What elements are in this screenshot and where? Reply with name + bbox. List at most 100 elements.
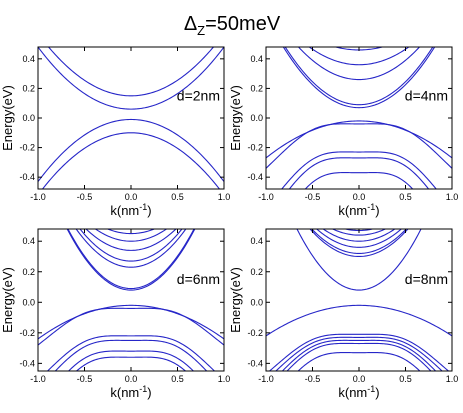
thickness-annotation: d=8nm	[405, 271, 448, 287]
valence-band-2	[41, 132, 221, 189]
x-tick-label: 1.0	[446, 374, 459, 384]
valence-band-2	[268, 333, 450, 371]
y-tick-label: 0.0	[22, 297, 35, 307]
axes-frame	[265, 228, 453, 372]
y-tick-label: 0.2	[250, 267, 263, 277]
valence-band-5	[286, 342, 432, 371]
y-tick-label: 0.0	[22, 113, 35, 123]
x-tick-label: 0.0	[353, 374, 366, 384]
conduction-band-3	[75, 229, 187, 268]
panels: -1.0 -0.5 0.0 0.5 1.0 -0.4 -0.2 0.0 0.2 0.4 k(nm-1…	[0, 46, 459, 400]
y-tick-label: 0.2	[250, 83, 263, 93]
thickness-annotation: d=6nm	[177, 271, 220, 287]
panel-2: -1.0 -0.5 0.0 0.5 1.0 -0.4 -0.2 0.0 0.2 0.4 k(nm-1…	[228, 46, 459, 218]
conduction-band-4	[315, 229, 403, 248]
valence-band-6	[297, 351, 421, 371]
conduction-band-5	[322, 229, 396, 242]
x-tick-label: 1.0	[218, 192, 231, 202]
valence-band-4	[281, 339, 437, 371]
thickness-annotation: d=4nm	[405, 87, 448, 103]
conduction-band-1	[282, 47, 436, 109]
conduction-band-4	[79, 229, 183, 262]
y-tick-label: -0.4	[247, 358, 263, 368]
y-tick-label: 0.4	[22, 236, 35, 246]
x-tick-label: -1.0	[30, 374, 46, 384]
conduction-band-4	[308, 47, 410, 66]
y-tick-label: -0.4	[19, 172, 35, 182]
valence-band-5	[304, 172, 414, 189]
conduction-band-5	[333, 47, 385, 51]
conduction-band-1	[66, 229, 196, 291]
x-tick-label: -1.0	[30, 192, 46, 202]
title-rest: =50meV	[205, 13, 281, 35]
y-tick-label: 0.4	[250, 236, 263, 246]
x-tick-label: 1.0	[446, 192, 459, 202]
x-tick-label: -0.5	[77, 374, 93, 384]
x-tick-label: 0.5	[399, 192, 412, 202]
x-tick-label: -0.5	[77, 192, 93, 202]
axes-frame	[265, 46, 453, 190]
axes-frame	[37, 46, 225, 190]
conduction-band-2	[38, 47, 224, 110]
x-tick-label: -0.5	[305, 374, 321, 384]
x-tick-label: 0.0	[125, 192, 138, 202]
y-tick-label: -0.2	[247, 143, 263, 153]
valence-band-4	[288, 157, 430, 189]
x-tick-label: 1.0	[218, 374, 231, 384]
y-tick-label: -0.2	[19, 143, 35, 153]
y-tick-label: 0.4	[22, 54, 35, 64]
y-axis-label: Energy(eV)	[228, 267, 243, 333]
panel-1: -1.0 -0.5 0.0 0.5 1.0 -0.4 -0.2 0.0 0.2 0.4 k(nm-1…	[0, 46, 231, 218]
y-tick-label: 0.4	[250, 54, 263, 64]
y-tick-label: -0.2	[247, 328, 263, 338]
x-tick-label: -1.0	[258, 374, 274, 384]
y-tick-label: -0.2	[19, 328, 35, 338]
conduction-band-7	[106, 229, 156, 235]
x-axis-label: k(nm-1)	[110, 202, 151, 218]
conduction-band-6	[331, 229, 387, 236]
y-tick-label: 0.0	[250, 297, 263, 307]
y-tick-label: 0.2	[22, 83, 35, 93]
x-axis-label: k(nm-1)	[338, 384, 379, 400]
conduction-band-1	[47, 47, 215, 97]
conduction-band-2	[284, 47, 434, 106]
conduction-band-6	[94, 229, 168, 242]
y-axis-label: Energy(eV)	[0, 85, 15, 151]
valence-band-3	[275, 336, 443, 371]
x-tick-label: -0.5	[305, 192, 321, 202]
conduction-band-3	[310, 229, 408, 254]
valence-band-2	[266, 123, 452, 169]
x-tick-label: 0.0	[125, 374, 138, 384]
valence-band-3	[46, 335, 216, 371]
band-curves	[38, 229, 224, 371]
valence-band-1	[38, 118, 224, 182]
y-axis-label: Energy(eV)	[228, 85, 243, 151]
conduction-band-2	[67, 229, 195, 290]
conduction-band-2	[309, 229, 409, 258]
y-tick-label: -0.4	[247, 172, 263, 182]
x-tick-label: 0.5	[171, 374, 184, 384]
panel-3: -1.0 -0.5 0.0 0.5 1.0 -0.4 -0.2 0.0 0.2 0.4 k(nm-1…	[0, 228, 231, 400]
x-axis-label: k(nm-1)	[110, 384, 151, 400]
x-tick-label: -1.0	[258, 192, 274, 202]
conduction-band-3	[297, 47, 421, 81]
band-curves	[38, 47, 224, 189]
valence-band-3	[281, 151, 437, 189]
valence-band-6	[75, 356, 187, 371]
conduction-band-5	[85, 229, 177, 251]
valence-band-1	[38, 304, 224, 340]
y-tick-label: -0.4	[19, 358, 35, 368]
title-subscript: Z	[197, 23, 205, 38]
x-tick-label: 0.5	[399, 374, 412, 384]
panel-4: -1.0 -0.5 0.0 0.5 1.0 -0.4 -0.2 0.0 0.2 0.4 k(nm-1…	[228, 228, 459, 400]
y-tick-label: 0.0	[250, 113, 263, 123]
title-delta: Δ	[184, 13, 197, 35]
valence-band-1	[266, 120, 452, 159]
x-tick-label: 0.0	[353, 192, 366, 202]
y-tick-label: 0.2	[22, 267, 35, 277]
valence-band-4	[54, 339, 208, 371]
y-axis-label: Energy(eV)	[0, 267, 15, 333]
valence-band-2	[38, 307, 224, 346]
thickness-annotation: d=2nm	[177, 87, 220, 103]
